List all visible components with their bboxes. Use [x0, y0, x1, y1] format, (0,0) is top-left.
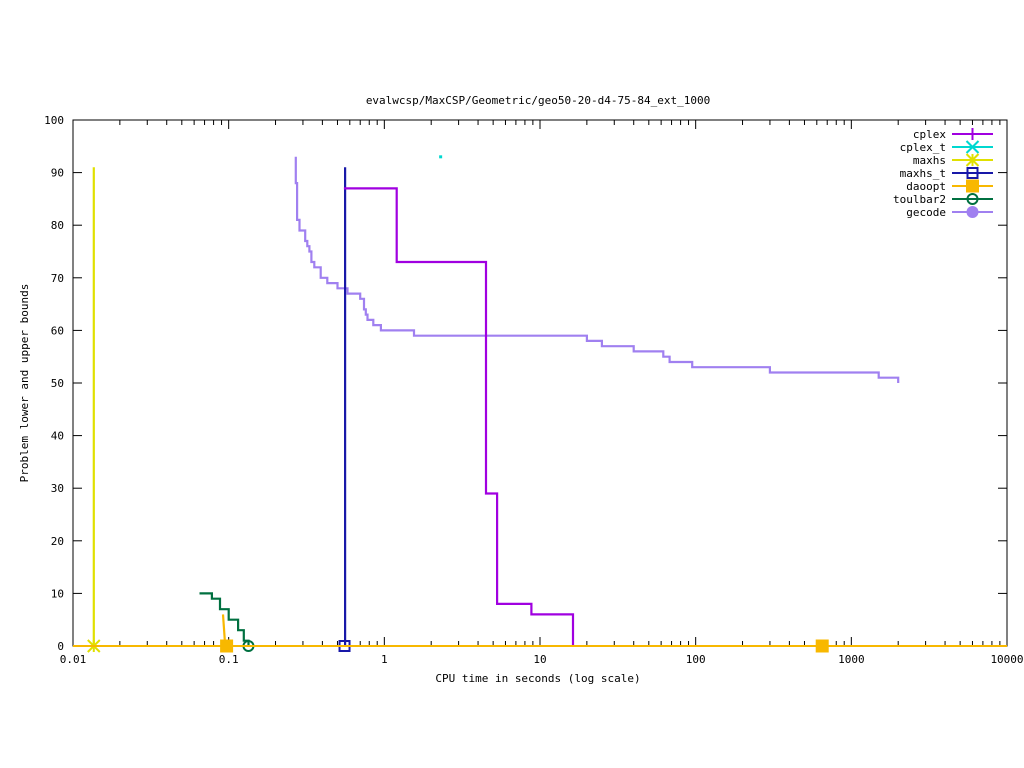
- y-tick-label: 70: [51, 272, 64, 285]
- series-daoopt-marker-shape: [815, 639, 829, 653]
- series-daoopt-marker-shape: [220, 639, 234, 653]
- series-gecode-upper-line: [294, 156, 900, 383]
- legend-marker-toulbar2: [966, 193, 979, 205]
- x-tick-label: 100: [686, 653, 706, 666]
- x-tick-label: 1000: [838, 653, 865, 666]
- legend-label-toulbar2: toulbar2: [893, 193, 946, 206]
- legend-marker-cplex_t: [965, 140, 980, 154]
- legend-label-gecode: gecode: [906, 206, 946, 219]
- series-daoopt: [73, 614, 1007, 653]
- legend-marker-cplex: [966, 128, 979, 140]
- legend-marker-cplex_t-stroke: [965, 140, 980, 154]
- legend-marker-maxhs-stroke: [965, 153, 980, 167]
- y-axis-label: Problem lower and upper bounds: [18, 284, 31, 483]
- legend-label-cplex_t: cplex_t: [900, 141, 946, 154]
- legend-label-maxhs: maxhs: [913, 154, 946, 167]
- y-tick-label: 10: [51, 587, 64, 600]
- x-tick-label: 1: [381, 653, 388, 666]
- legend-marker-gecode-shape: [966, 206, 979, 218]
- series-toulbar2-upper-line: [199, 592, 250, 646]
- series-maxhs: [87, 167, 101, 653]
- series-daoopt-marker: [815, 639, 829, 653]
- series-cplex: [343, 187, 575, 646]
- x-tick-label: 10000: [990, 653, 1023, 666]
- legend-marker-toulbar2-shape: [966, 193, 979, 205]
- y-tick-label: 40: [51, 430, 64, 443]
- y-tick-label: 60: [51, 324, 64, 337]
- x-axis-label: CPU time in seconds (log scale): [435, 672, 640, 685]
- chart-title: evalwcsp/MaxCSP/Geometric/geo50-20-d4-75…: [366, 94, 710, 107]
- legend-marker-gecode: [966, 206, 979, 218]
- legend-marker-maxhs: [965, 153, 980, 167]
- y-tick-label: 20: [51, 535, 64, 548]
- plot-frame: [72, 119, 1008, 647]
- series-daoopt-marker: [220, 639, 234, 653]
- legend-label-cplex: cplex: [913, 128, 946, 141]
- y-tick-label: 50: [51, 377, 64, 390]
- series-cplex_t: [439, 155, 443, 159]
- x-tick-label: 0.01: [60, 653, 87, 666]
- series-cplex_t-point: [439, 155, 443, 159]
- x-tick-label: 0.1: [219, 653, 239, 666]
- series-maxhs_t: [338, 167, 351, 652]
- series-cplex-upper-line: [343, 187, 575, 646]
- legend-marker-maxhs_t: [966, 167, 979, 179]
- y-tick-label: 90: [51, 167, 64, 180]
- legend-marker-daoopt-shape: [966, 179, 979, 193]
- y-tick-label: 100: [44, 114, 64, 127]
- legend-marker-daoopt: [966, 179, 979, 193]
- y-tick-label: 30: [51, 482, 64, 495]
- y-tick-label: 0: [57, 640, 64, 653]
- legend-marker-maxhs_t-shape: [966, 167, 979, 179]
- series-gecode: [294, 156, 900, 383]
- x-tick-label: 10: [533, 653, 546, 666]
- legend-label-daoopt: daoopt: [906, 180, 946, 193]
- legend-label-maxhs_t: maxhs_t: [900, 167, 946, 180]
- y-tick-label: 80: [51, 219, 64, 232]
